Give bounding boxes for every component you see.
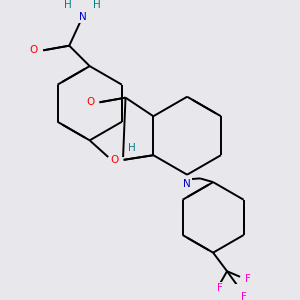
- Text: F: F: [244, 274, 250, 284]
- Text: N: N: [183, 179, 191, 189]
- Text: N: N: [79, 12, 87, 22]
- Text: N: N: [112, 154, 119, 164]
- Text: O: O: [86, 97, 94, 107]
- Text: O: O: [110, 155, 118, 165]
- Text: F: F: [241, 292, 247, 300]
- Text: H: H: [93, 0, 101, 10]
- Text: H: H: [128, 143, 136, 153]
- Text: F: F: [217, 283, 223, 293]
- Text: H: H: [64, 0, 71, 10]
- Text: O: O: [30, 45, 38, 55]
